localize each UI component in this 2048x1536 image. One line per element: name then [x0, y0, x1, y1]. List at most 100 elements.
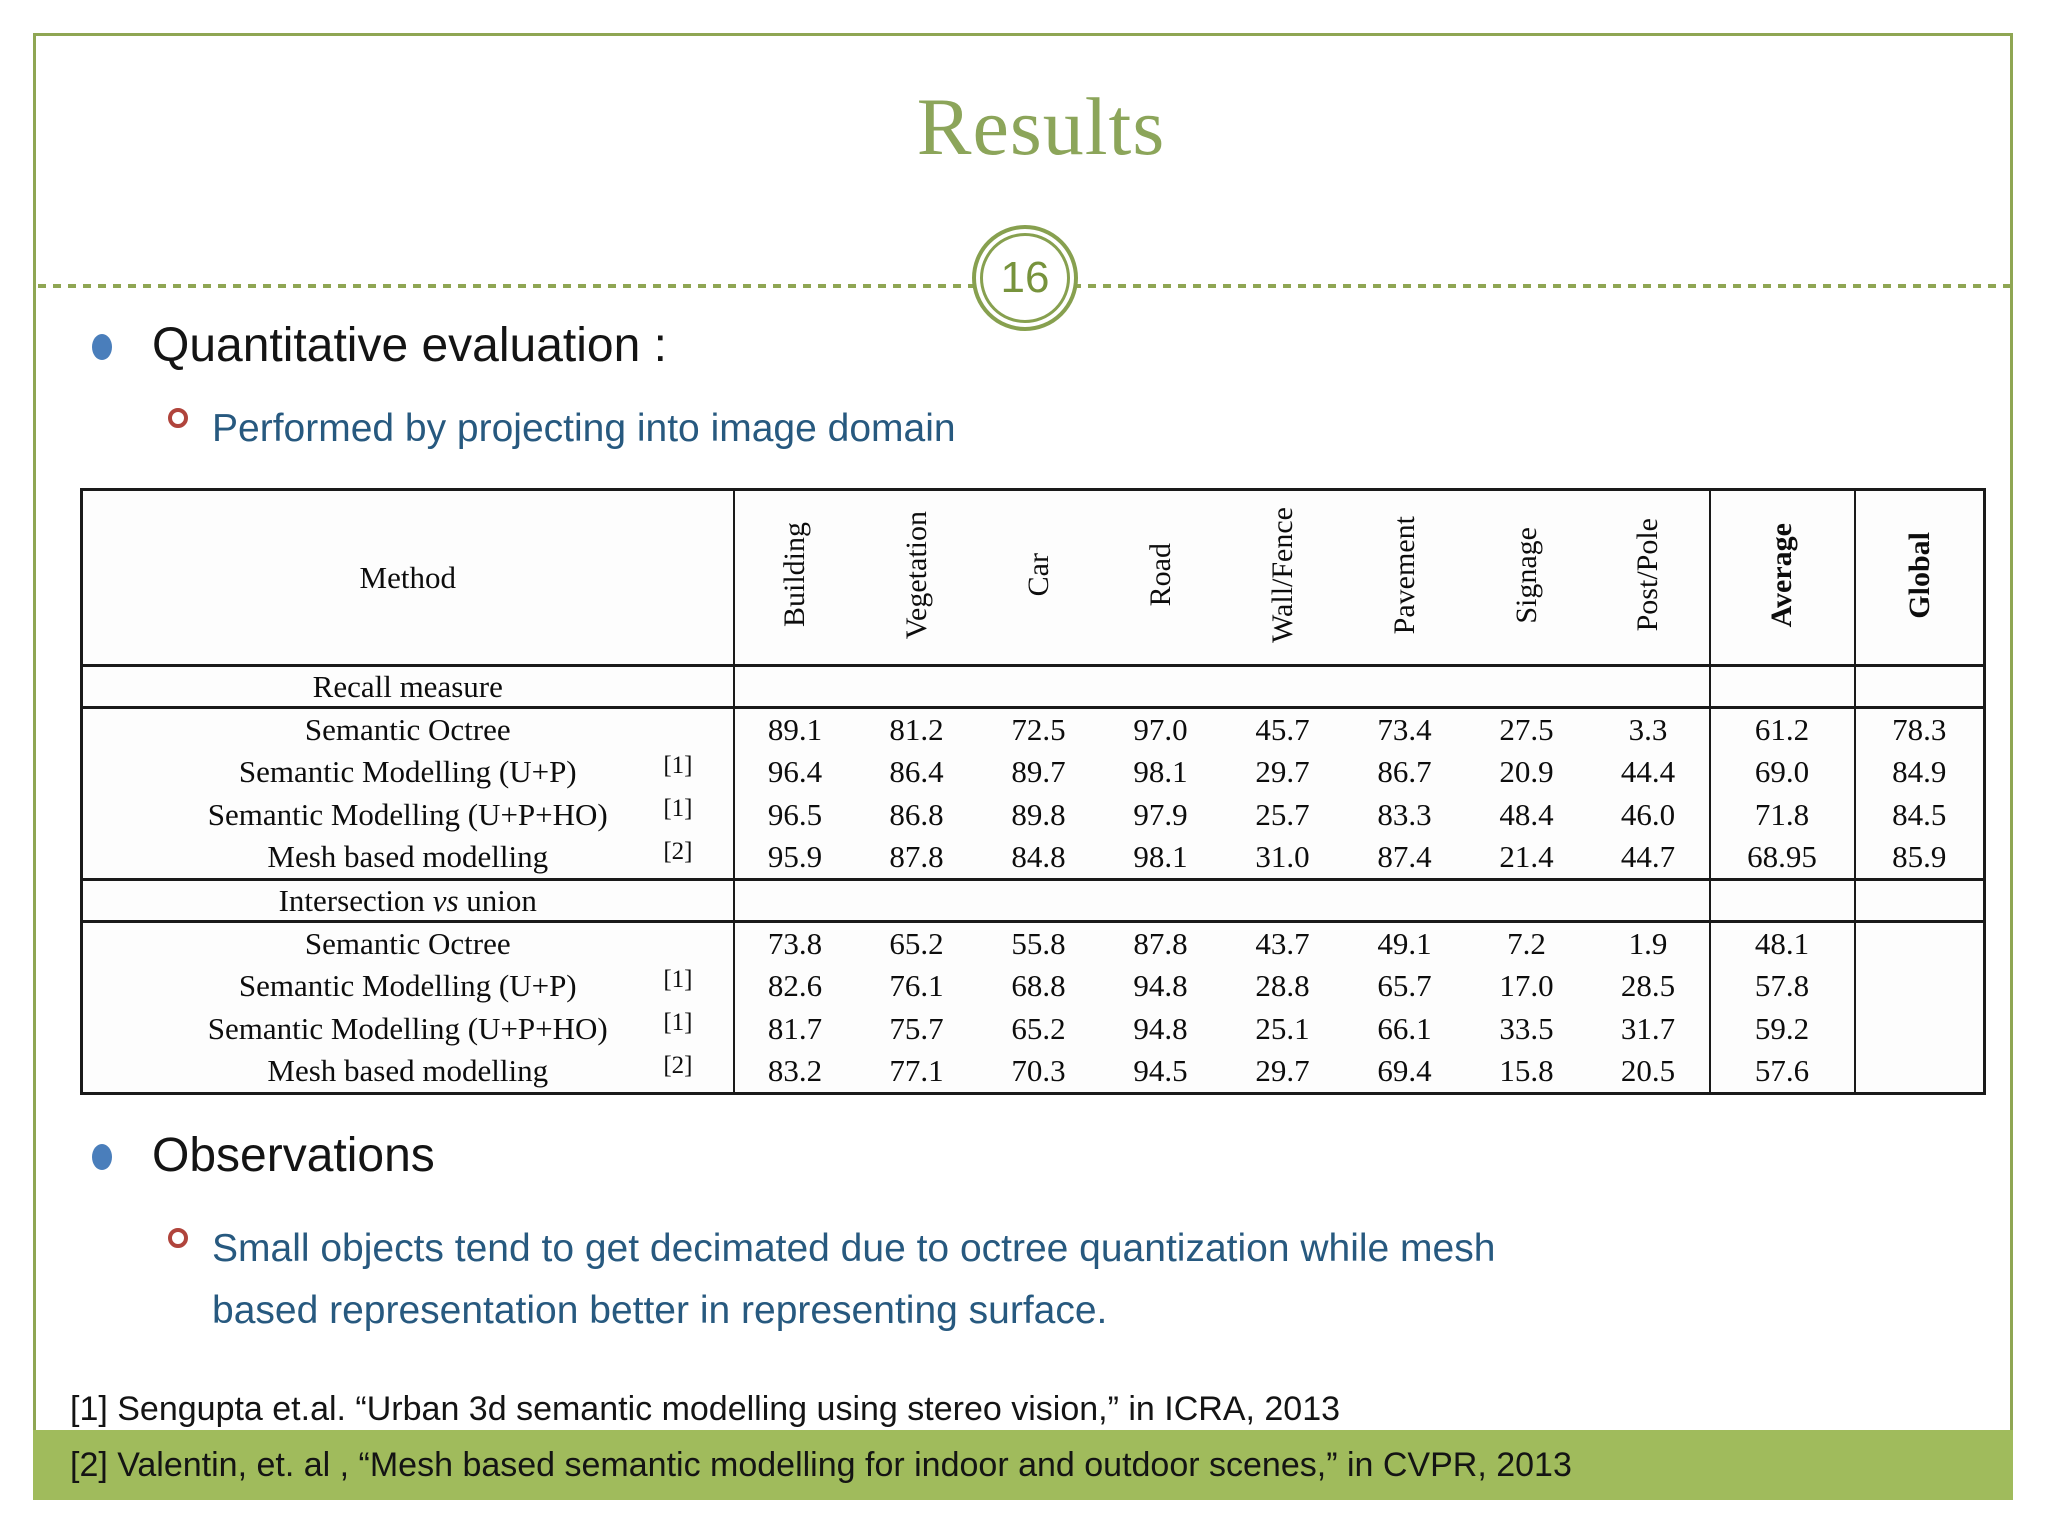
value-cell: 46.0 — [1620, 797, 1676, 832]
value-cell: 28.8 — [1255, 968, 1310, 1003]
value-cell: 17.0 — [1499, 968, 1554, 1003]
value-cell: 87.8 — [889, 839, 944, 875]
section-empty-cell — [732, 664, 1710, 709]
value-cell: 81.7 — [732, 1007, 856, 1051]
value-cell: 85.9 — [1853, 836, 1985, 880]
value-cell: 68.95 — [1708, 836, 1855, 880]
value-cell: 65.7 — [1377, 968, 1432, 1003]
value-cell: 84.9 — [1853, 750, 1985, 794]
value-cell: 94.8 — [1133, 968, 1188, 1003]
section-empty-cell — [1708, 878, 1855, 923]
value-cell: 1.9 — [1628, 925, 1668, 961]
section-header-row: Intersection vs union — [81, 878, 1985, 923]
value-cell: 15.8 — [1499, 1053, 1554, 1089]
page-number-badge: 16 — [972, 225, 1078, 331]
method-cell: Semantic Octree — [304, 711, 511, 747]
table-row: Semantic Modelling (U+P+HO) [1] 81.7 75.7 65… — [82, 1007, 1985, 1051]
value-cell: 89.1 — [732, 707, 856, 751]
value-cell: 61.2 — [1708, 707, 1855, 751]
circle-bullet-icon — [168, 1228, 188, 1248]
value-cell: 49.1 — [1377, 925, 1432, 961]
bullet-dot-icon — [92, 1144, 112, 1170]
column-header: Pavement — [1343, 489, 1466, 667]
column-header: Average — [1708, 489, 1855, 667]
column-header: Post/Pole — [1587, 489, 1710, 667]
section-empty-cell — [1708, 664, 1855, 709]
value-cell: 86.7 — [1377, 754, 1432, 789]
table-row: Semantic Modelling (U+P+HO) [1] 96.5 86.8 89… — [82, 793, 1985, 837]
value-cell: 97.9 — [1133, 797, 1188, 832]
value-cell: 69.4 — [1377, 1053, 1432, 1089]
value-cell: 86.4 — [889, 754, 944, 789]
value-cell: 31.0 — [1255, 839, 1310, 875]
results-table-body: Method Building Vegetation Car Road Wall/Fenc… — [81, 489, 1985, 1094]
value-cell: 97.0 — [1133, 711, 1188, 747]
value-cell: 82.6 — [732, 964, 856, 1008]
value-cell: 3.3 — [1628, 711, 1668, 747]
section-empty-cell — [732, 878, 1710, 923]
value-cell: 7.2 — [1507, 925, 1546, 961]
reference-marker: [1] — [663, 794, 693, 822]
table-header-row: Method Building Vegetation Car Road Wall/Fenc… — [81, 489, 1985, 667]
section-header-row: Recall measure — [81, 664, 1985, 709]
value-cell: 76.1 — [889, 968, 944, 1003]
value-cell: 21.4 — [1499, 839, 1554, 875]
section-label: Recall measure — [81, 664, 734, 709]
column-header: Road — [1099, 489, 1222, 667]
value-cell: 20.9 — [1499, 754, 1554, 789]
page-number: 16 — [1000, 253, 1050, 302]
results-table-wrapper: Method Building Vegetation Car Road Wall/Fenc… — [80, 488, 1986, 1095]
sub-bullet-performed: Performed by projecting into image domai… — [168, 398, 956, 460]
value-cell: 96.5 — [732, 793, 856, 837]
value-cell: 44.4 — [1620, 754, 1676, 789]
value-cell: 89.8 — [1011, 797, 1066, 832]
reference-1: [1] Sengupta et.al. “Urban 3d semantic m… — [70, 1390, 1341, 1428]
value-cell: 33.5 — [1499, 1011, 1554, 1046]
column-header: Vegetation — [855, 489, 978, 667]
column-header: Car — [977, 489, 1100, 667]
value-cell: 84.8 — [1011, 839, 1066, 875]
method-cell: Semantic Modelling (U+P) [1] — [238, 751, 693, 790]
value-cell: 75.7 — [889, 1011, 944, 1046]
table-row: Mesh based modelling [2] 83.2 77.1 70.3 94.5 2… — [82, 1050, 1985, 1094]
value-cell: 73.8 — [732, 921, 856, 965]
method-cell: Semantic Octree — [304, 925, 511, 961]
value-cell: 66.1 — [1377, 1011, 1432, 1046]
value-cell: 83.2 — [732, 1050, 856, 1094]
value-cell — [1853, 1007, 1985, 1051]
section-empty-cell — [1853, 664, 1985, 709]
value-cell: 55.8 — [1011, 925, 1066, 961]
observation-line-2: based representation better in represent… — [212, 1289, 1108, 1333]
value-cell: 29.7 — [1255, 1053, 1310, 1089]
bullet-quantitative-label: Quantitative evaluation : — [152, 319, 667, 372]
value-cell: 27.5 — [1499, 711, 1554, 747]
method-column-header: Method — [81, 489, 734, 667]
reference-marker: [1] — [663, 965, 693, 993]
value-cell: 96.4 — [732, 750, 856, 794]
table-row: Semantic Modelling (U+P) [1] 82.6 76.1 68.8 9… — [82, 964, 1985, 1008]
method-cell: Mesh based modelling [2] — [267, 837, 693, 875]
value-cell — [1853, 964, 1985, 1008]
value-cell — [1853, 921, 1985, 965]
value-cell: 77.1 — [889, 1053, 944, 1089]
value-cell: 65.2 — [1011, 1011, 1066, 1046]
value-cell: 98.1 — [1133, 839, 1188, 875]
value-cell: 25.1 — [1255, 1011, 1310, 1046]
table-row: Semantic Octree 89.1 81.2 72.5 97.0 45.7 73.4 2… — [82, 707, 1985, 751]
value-cell: 89.7 — [1011, 754, 1066, 789]
value-cell: 94.8 — [1133, 1011, 1188, 1046]
value-cell: 68.8 — [1011, 968, 1066, 1003]
bullet-observations-label: Observations — [152, 1129, 435, 1182]
value-cell: 65.2 — [889, 925, 944, 961]
value-cell: 87.4 — [1377, 839, 1432, 875]
value-cell: 86.8 — [889, 797, 944, 832]
value-cell: 95.9 — [732, 836, 856, 880]
sub-bullet-observation-text: Small objects tend to get decimated due … — [212, 1218, 1495, 1343]
value-cell: 57.6 — [1708, 1050, 1855, 1094]
sub-bullet-observation: Small objects tend to get decimated due … — [168, 1218, 1495, 1343]
table-row: Semantic Modelling (U+P) [1] 96.4 86.4 89.7 9… — [82, 750, 1985, 794]
value-cell: 48.1 — [1708, 921, 1855, 965]
value-cell: 81.2 — [889, 711, 944, 747]
method-cell: Semantic Modelling (U+P+HO) [1] — [207, 1008, 693, 1047]
